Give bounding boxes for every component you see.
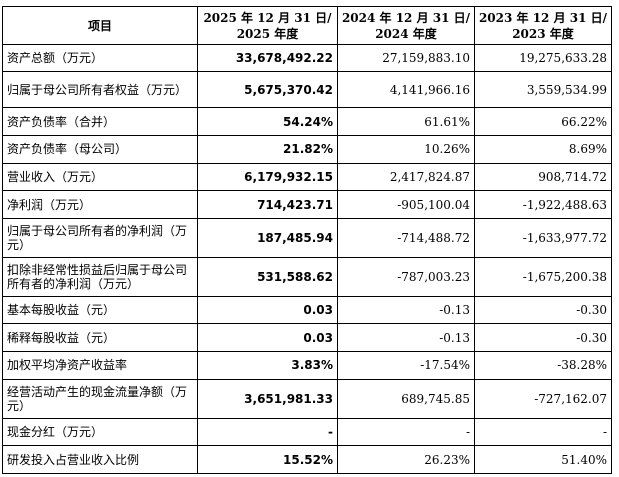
row-label: 归属于母公司所有者权益（万元） bbox=[2, 70, 198, 109]
table-header-row: 项目 2025 年 12 月 31 日/ 2025 年度 2024 年 12 月… bbox=[2, 6, 612, 45]
table-row: 资产总额（万元） 33,678,492.22 27,159,883.10 19,… bbox=[2, 44, 612, 72]
row-label: 资产负债率（母公司） bbox=[2, 135, 198, 164]
header-2025: 2025 年 12 月 31 日/ 2025 年度 bbox=[197, 6, 338, 45]
table-row: 归属于母公司所有者的净利润（万元） 187,485.94 -714,488.72… bbox=[2, 218, 612, 258]
value-2024: 2,417,824.87 bbox=[337, 162, 475, 192]
value-2023: -1,922,488.63 bbox=[474, 190, 612, 220]
header-item: 项目 bbox=[2, 6, 198, 45]
value-2024: 689,745.85 bbox=[337, 378, 475, 419]
value-2023: 8.69% bbox=[474, 135, 612, 164]
value-2025: 54.24% bbox=[197, 107, 338, 137]
header-2024: 2024 年 12 月 31 日/ 2024 年度 bbox=[337, 6, 475, 45]
header-2024-line1: 2024 年 12 月 31 日/ bbox=[341, 10, 471, 25]
header-2025-line2: 2025 年度 bbox=[236, 26, 299, 41]
row-label: 扣除非经常性损益后归属于母公司所有者的净利润（万元） bbox=[2, 256, 198, 297]
value-2025: 0.03 bbox=[197, 295, 338, 325]
row-label: 资产总额（万元） bbox=[2, 44, 198, 72]
table-row: 扣除非经常性损益后归属于母公司所有者的净利润（万元） 531,588.62 -7… bbox=[2, 256, 612, 297]
row-label: 加权平均净资产收益率 bbox=[2, 351, 198, 380]
row-label: 现金分红（万元） bbox=[2, 417, 198, 447]
value-2023: 3,559,534.99 bbox=[474, 70, 612, 109]
value-2025: 714,423.71 bbox=[197, 190, 338, 220]
value-2024: 10.26% bbox=[337, 135, 475, 164]
header-2023-line2: 2023 年度 bbox=[512, 26, 574, 41]
table-row: 归属于母公司所有者权益（万元） 5,675,370.42 4,141,966.1… bbox=[2, 70, 612, 109]
value-2025: 187,485.94 bbox=[197, 218, 338, 258]
value-2025: - bbox=[197, 417, 338, 447]
value-2023: 51.40% bbox=[474, 445, 612, 474]
value-2025: 15.52% bbox=[197, 445, 338, 474]
value-2023: -38.28% bbox=[474, 351, 612, 380]
row-label: 稀释每股收益（元） bbox=[2, 323, 198, 353]
value-2023: -1,633,977.72 bbox=[474, 218, 612, 258]
row-label: 资产负债率（合并） bbox=[2, 107, 198, 137]
value-2023: -0.30 bbox=[474, 295, 612, 325]
value-2023: 66.22% bbox=[474, 107, 612, 137]
value-2024: 4,141,966.16 bbox=[337, 70, 475, 109]
value-2024: -0.13 bbox=[337, 295, 475, 325]
row-label: 营业收入（万元） bbox=[2, 162, 198, 192]
value-2023: - bbox=[474, 417, 612, 447]
table-row: 资产负债率（合并） 54.24% 61.61% 66.22% bbox=[2, 107, 612, 137]
row-label: 净利润（万元） bbox=[2, 190, 198, 220]
value-2024: 26.23% bbox=[337, 445, 475, 474]
table-row: 资产负债率（母公司） 21.82% 10.26% 8.69% bbox=[2, 135, 612, 164]
value-2024: -787,003.23 bbox=[337, 256, 475, 297]
row-label: 经营活动产生的现金流量净额（万元） bbox=[2, 378, 198, 419]
table-row: 现金分红（万元） - - - bbox=[2, 417, 612, 447]
value-2023: 908,714.72 bbox=[474, 162, 612, 192]
value-2023: 19,275,633.28 bbox=[474, 44, 612, 72]
value-2024: 61.61% bbox=[337, 107, 475, 137]
row-label: 基本每股收益（元） bbox=[2, 295, 198, 325]
header-2023: 2023 年 12 月 31 日/ 2023 年度 bbox=[474, 6, 612, 45]
value-2025: 531,588.62 bbox=[197, 256, 338, 297]
value-2025: 6,179,932.15 bbox=[197, 162, 338, 192]
value-2024: -0.13 bbox=[337, 323, 475, 353]
value-2025: 5,675,370.42 bbox=[197, 70, 338, 109]
table-row: 经营活动产生的现金流量净额（万元） 3,651,981.33 689,745.8… bbox=[2, 378, 612, 419]
table-row: 净利润（万元） 714,423.71 -905,100.04 -1,922,48… bbox=[2, 190, 612, 220]
value-2024: -17.54% bbox=[337, 351, 475, 380]
header-2025-line1: 2025 年 12 月 31 日/ bbox=[203, 10, 332, 25]
header-2023-line1: 2023 年 12 月 31 日/ bbox=[478, 10, 608, 25]
value-2025: 3.83% bbox=[197, 351, 338, 380]
value-2023: -1,675,200.38 bbox=[474, 256, 612, 297]
value-2024: -905,100.04 bbox=[337, 190, 475, 220]
value-2024: -714,488.72 bbox=[337, 218, 475, 258]
value-2023: -0.30 bbox=[474, 323, 612, 353]
table-row: 基本每股收益（元） 0.03 -0.13 -0.30 bbox=[2, 295, 612, 325]
header-item-label: 项目 bbox=[87, 18, 112, 33]
row-label: 研发投入占营业收入比例 bbox=[2, 445, 198, 474]
value-2023: -727,162.07 bbox=[474, 378, 612, 419]
value-2024: - bbox=[337, 417, 475, 447]
table-row: 研发投入占营业收入比例 15.52% 26.23% 51.40% bbox=[2, 445, 612, 474]
value-2025: 3,651,981.33 bbox=[197, 378, 338, 419]
header-2024-line2: 2024 年度 bbox=[375, 26, 437, 41]
table-row: 营业收入（万元） 6,179,932.15 2,417,824.87 908,7… bbox=[2, 162, 612, 192]
value-2024: 27,159,883.10 bbox=[337, 44, 475, 72]
value-2025: 0.03 bbox=[197, 323, 338, 353]
value-2025: 33,678,492.22 bbox=[197, 44, 338, 72]
table-row: 加权平均净资产收益率 3.83% -17.54% -38.28% bbox=[2, 351, 612, 380]
row-label: 归属于母公司所有者的净利润（万元） bbox=[2, 218, 198, 258]
value-2025: 21.82% bbox=[197, 135, 338, 164]
financial-summary-table: 项目 2025 年 12 月 31 日/ 2025 年度 2024 年 12 月… bbox=[2, 6, 612, 474]
table-row: 稀释每股收益（元） 0.03 -0.13 -0.30 bbox=[2, 323, 612, 353]
